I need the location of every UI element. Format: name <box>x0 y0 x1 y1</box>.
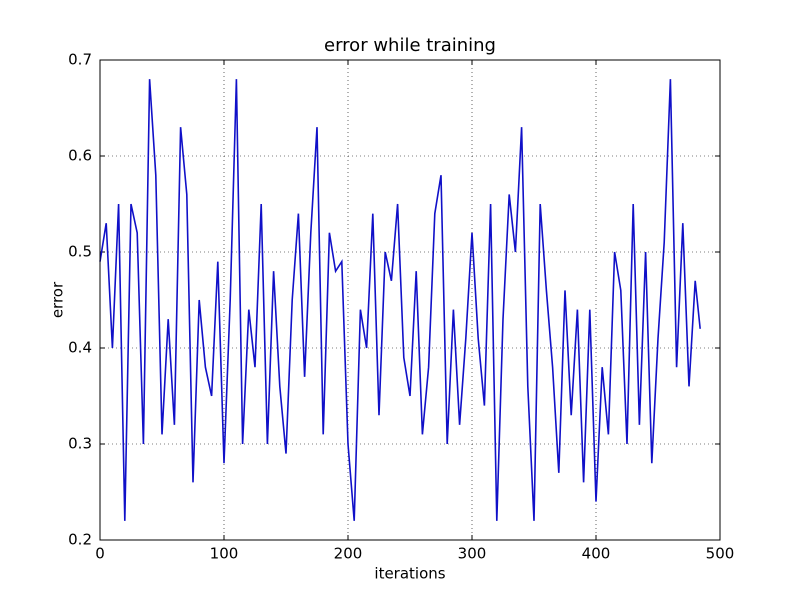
x-tick-label: 400 <box>582 545 611 563</box>
y-tick-label: 0.3 <box>68 435 92 453</box>
x-tick-label: 300 <box>458 545 487 563</box>
y-axis-label: error <box>49 281 67 318</box>
y-tick-label: 0.4 <box>68 339 92 357</box>
x-tick-label: 500 <box>706 545 735 563</box>
x-tick-label: 200 <box>334 545 363 563</box>
y-tick-label: 0.5 <box>68 243 92 261</box>
y-tick-label: 0.7 <box>68 51 92 69</box>
x-tick-label: 100 <box>210 545 239 563</box>
line-series <box>99 79 701 521</box>
y-tick-label: 0.6 <box>68 147 92 165</box>
x-axis-label: iterations <box>374 565 445 583</box>
plot-frame <box>99 59 721 541</box>
y-tick-label: 0.2 <box>68 531 92 549</box>
x-tick-label: 0 <box>95 545 105 563</box>
chart-title: error while training <box>324 35 496 56</box>
